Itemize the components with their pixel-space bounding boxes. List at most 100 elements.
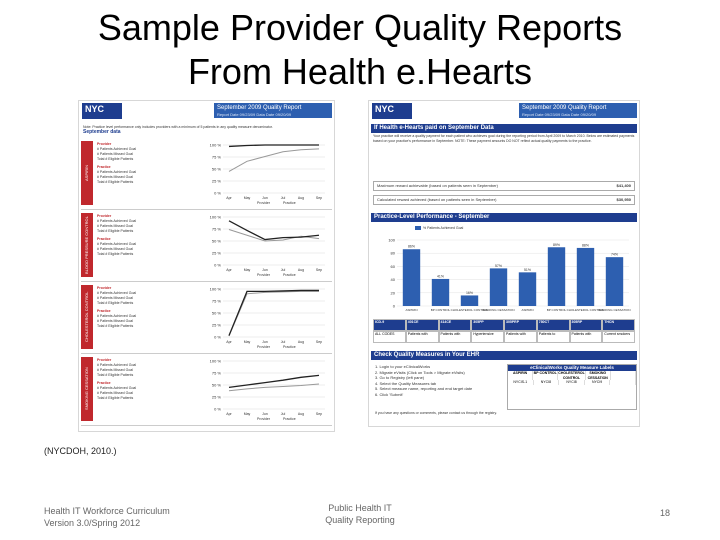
calc-reward-amount: $30,950 <box>616 197 631 202</box>
y-tick-label: 25 % <box>212 395 222 400</box>
labels-col <box>611 371 636 380</box>
y-tick-label: 0 % <box>214 191 221 196</box>
y-tick-label: 25 % <box>212 251 222 256</box>
measure-header: 401CE <box>405 319 439 331</box>
report-note: Note: Practice level performance only in… <box>83 125 330 135</box>
x-tick-label: May <box>244 196 251 200</box>
provider-series-line <box>228 374 320 389</box>
category-label: SMOKING CESSATION <box>482 308 514 312</box>
table-row: Total # Eligible Patients <box>97 252 134 256</box>
x-tick-label: Sep <box>316 268 322 272</box>
table-row: # Patients Achieved Goal <box>97 291 137 295</box>
y-tick-label: 20 <box>391 290 396 295</box>
x-tick-label: Jul <box>281 268 286 272</box>
table-row: # Patients Achieved Goal <box>97 242 137 246</box>
y-tick-label: 40 <box>391 277 396 282</box>
bar <box>402 249 421 306</box>
report-title: September 2009 Quality Report <box>217 105 302 111</box>
band-paid: If Health e-Hearts paid on September Dat… <box>371 124 637 133</box>
x-tick-label: Jun <box>262 412 268 416</box>
bar <box>460 295 479 306</box>
bar <box>431 278 450 306</box>
report-header: NYC September 2009 Quality Report Report… <box>79 101 334 123</box>
labels-box-title: eClinicalWorks Quality Measure Labels <box>508 365 636 371</box>
x-tick-label: Apr <box>226 196 232 200</box>
provider-series-line <box>228 220 320 241</box>
ehr-steps-list: 1. Login to your eClinicalWorks 2. Migrat… <box>375 364 503 398</box>
y-tick-label: 75 % <box>212 227 222 232</box>
x-tick-label: May <box>244 340 251 344</box>
bar-chart-svg: 100 80 60 40 20 0 86% ASPIRIN 41% BP CONTROL 16% CH… <box>388 238 630 313</box>
measure-table: Provider # Patients Achieved Goal # Patien… <box>97 286 189 329</box>
legend-practice: Practice <box>283 345 296 349</box>
table-row: # Patients Missed Goal <box>97 319 133 323</box>
y-tick-label: 60 <box>391 264 396 269</box>
x-tick-label: Aug <box>298 412 304 416</box>
y-tick-label: 80 <box>391 251 396 256</box>
measure-code-grid: ICD-9 401CE 414CE 305PP 305PRP 780CT 305RP THCN… <box>373 319 635 343</box>
measure-cell: Patients with <box>405 331 439 343</box>
legend-label: % Patients Achieved Goal <box>423 226 464 230</box>
labels-val: NYCI8 <box>534 380 560 385</box>
x-tick-label: Sep <box>316 340 322 344</box>
x-tick-label: May <box>244 268 251 272</box>
legend-practice: Practice <box>283 417 296 421</box>
bar <box>547 247 566 306</box>
measure-cell: ALL CODES <box>373 331 406 343</box>
trend-chart: 100 % 75 % 50 % 25 % 0 % Apr May Jun Jul Aug Sep Pr… <box>210 143 325 205</box>
table-row: # Patients Achieved Goal <box>97 219 137 223</box>
category-label: ASPIRIN <box>405 308 417 312</box>
table-row: Total # Eligible Patients <box>97 301 134 305</box>
measure-section: BLOOD PRESSURE CONTROL Provider # Patients… <box>81 211 332 282</box>
provider-series-line <box>228 289 319 336</box>
footer-topic-1: Public Health IT <box>328 503 392 513</box>
y-tick-label: 0 % <box>214 263 221 268</box>
table-row: Practice <box>97 309 111 313</box>
legend-swatch <box>415 226 421 231</box>
bar <box>489 268 508 306</box>
y-tick-label: 25 % <box>212 179 222 184</box>
y-tick-label: 75 % <box>212 371 222 376</box>
legend-provider: Provider <box>257 201 271 205</box>
x-tick-label: Aug <box>298 340 304 344</box>
ecw-labels-box: eClinicalWorks Quality Measure Labels AS… <box>507 364 637 410</box>
report-title-box: September 2009 Quality Report Report Dat… <box>519 103 637 118</box>
measure-header: 305RP <box>569 319 603 331</box>
practice-series-line <box>228 290 319 337</box>
trend-chart-box: 100 % 75 % 50 % 25 % 0 % Apr May Jun Jul Aug Sep Pr… <box>199 285 329 351</box>
nyc-logo: NYC <box>372 103 412 119</box>
x-tick-label: Aug <box>298 196 304 200</box>
labels-col: BP CONTROL <box>533 371 559 380</box>
step-item: 4. Select the Quality Measures tab <box>375 380 437 386</box>
footer-curriculum: Health IT Workforce Curriculum <box>44 506 170 516</box>
x-tick-label: Sep <box>316 412 322 416</box>
table-row: # Patients Missed Goal <box>97 391 133 395</box>
footer-center: Public Health IT Quality Reporting <box>308 502 412 526</box>
measure-cell: Patients with <box>504 331 537 343</box>
labels-col: ASPIRIN <box>508 371 534 380</box>
table-row: Total # Eligible Patients <box>97 180 134 184</box>
y-tick-label: 50 % <box>212 383 222 388</box>
measure-cell: Current smokers <box>602 331 635 343</box>
measure-header: THCN <box>602 319 635 331</box>
table-row: Total # Eligible Patients <box>97 324 134 328</box>
table-row: # Patients Missed Goal <box>97 152 133 156</box>
y-tick-label: 75 % <box>212 155 222 160</box>
legend-practice: Practice <box>283 201 296 205</box>
table-row: Provider <box>97 214 112 218</box>
category-label: CHOLESTEROL CONTROL <box>451 308 489 312</box>
calc-reward-label: Calculated reward achieved (based on pat… <box>377 197 497 202</box>
x-tick-label: Jul <box>281 340 286 344</box>
trend-chart-box: 100 % 75 % 50 % 25 % 0 % Apr May Jun Jul Aug Sep Pr… <box>199 141 329 207</box>
y-tick-label: 0 % <box>214 335 221 340</box>
title-line-1: Sample Provider Quality Reports <box>97 7 623 48</box>
y-tick-label: 50 % <box>212 311 222 316</box>
labels-box-headers: ASPIRIN BP CONTROL CHOLESTEROL CONTROL SMOK… <box>508 371 636 380</box>
measure-table: Provider # Patients Achieved Goal # Patien… <box>97 358 189 401</box>
citation: (NYCDOH, 2010.) <box>44 446 117 456</box>
measure-label: BLOOD PRESSURE CONTROL <box>81 213 93 277</box>
x-tick-label: Jun <box>262 196 268 200</box>
y-tick-label: 0 % <box>214 407 221 412</box>
measure-cell: Hypertensive <box>471 331 504 343</box>
measure-label: CHOLESTEROL CONTROL <box>81 285 93 349</box>
